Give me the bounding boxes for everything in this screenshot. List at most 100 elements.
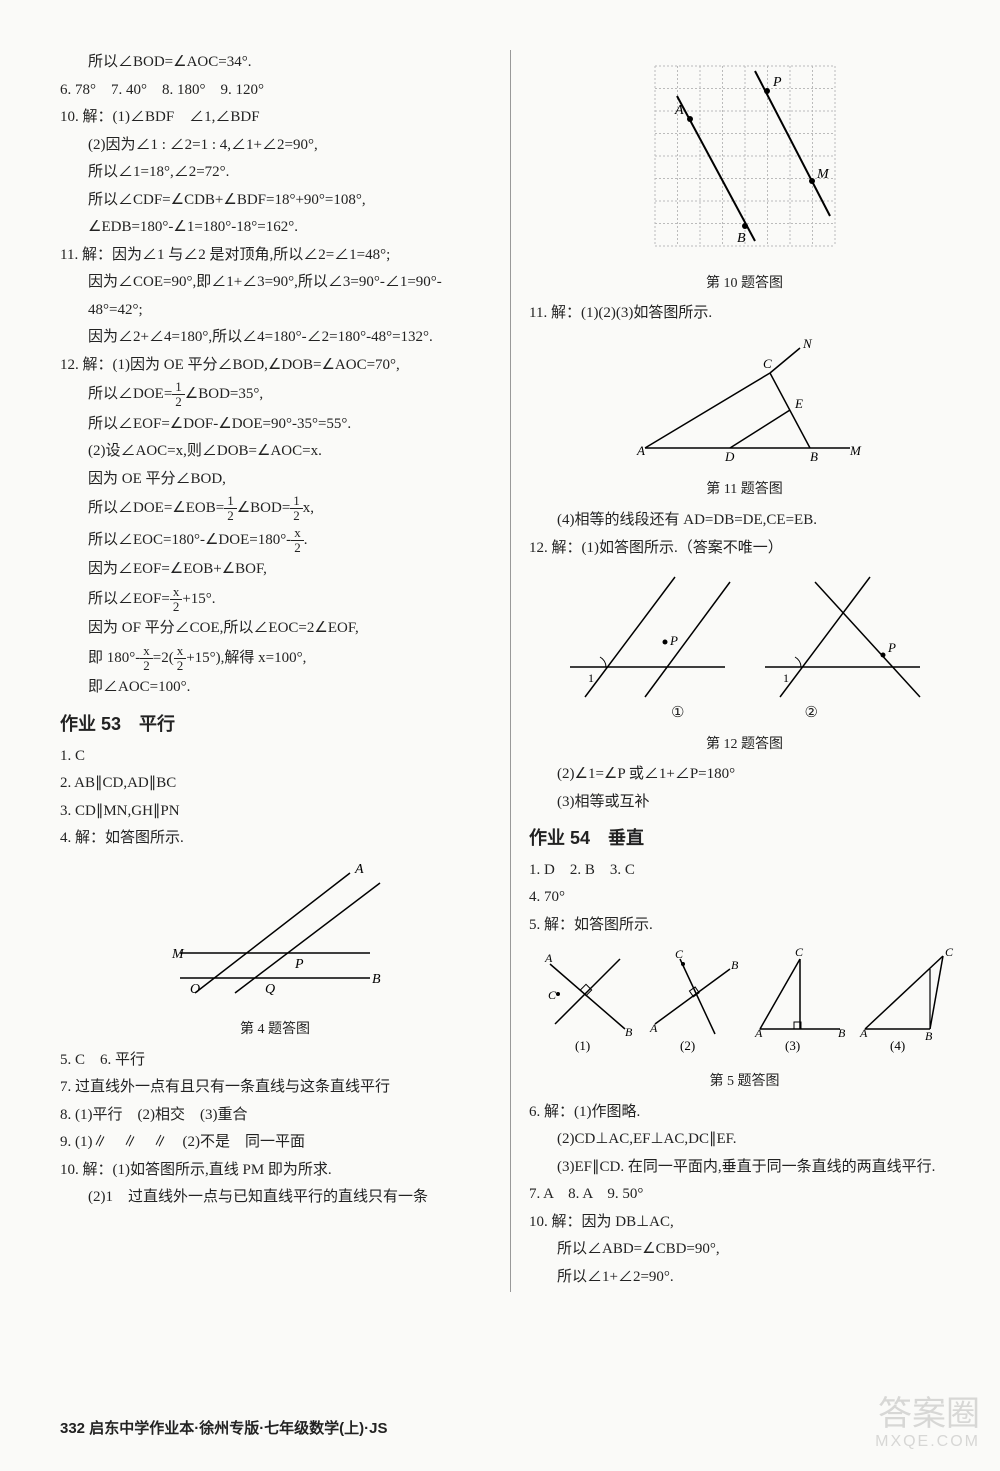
text: 所以∠CDF=∠CDB+∠BDF=18°+90°=108°,: [60, 188, 490, 214]
section-heading-54: 作业 54 垂直: [529, 823, 960, 854]
text: 所以∠DOE=∠EOB=12∠BOD=12x,: [60, 494, 490, 524]
text: 5. 解：如答图所示.: [529, 913, 960, 939]
text: 5. C 6. 平行: [60, 1048, 490, 1074]
text: 10. 解：因为 DB⊥AC,: [529, 1210, 960, 1236]
figure-4-caption: 第 4 题答图: [60, 1018, 490, 1042]
svg-text:B: B: [925, 1029, 933, 1043]
text: 因为 OF 平分∠COE,所以∠EOC=2∠EOF,: [60, 616, 490, 642]
text: 4. 70°: [529, 885, 960, 911]
text: 7. 过直线外一点有且只有一条直线与这条直线平行: [60, 1075, 490, 1101]
text: (2)因为∠1 : ∠2=1 : 4,∠1+∠2=90°,: [60, 133, 490, 159]
figure-5: A C B A B C: [529, 944, 960, 1064]
text: 所以∠1=18°,∠2=72°.: [60, 160, 490, 186]
svg-text:N: N: [802, 336, 813, 351]
figure-12-caption: 第 12 题答图: [529, 733, 960, 757]
svg-text:B: B: [625, 1025, 633, 1039]
text: 8. (1)平行 (2)相交 (3)重合: [60, 1103, 490, 1129]
text: 1. D 2. B 3. C: [529, 858, 960, 884]
label-circ-1: ①: [671, 701, 684, 727]
text: ∠EDB=180°-∠1=180°-18°=162°.: [60, 215, 490, 241]
text: 11. 解：(1)(2)(3)如答图所示.: [529, 301, 960, 327]
text: 因为∠COE=90°,即∠1+∠3=90°,所以∠3=90°-∠1=90°-: [60, 270, 490, 296]
svg-text:A: A: [636, 443, 645, 458]
figure-10: A P B M: [529, 56, 960, 266]
text: 即 180°-x2=2(x2+15°),解得 x=100°,: [60, 644, 490, 674]
svg-text:P: P: [772, 75, 782, 90]
figure-5-caption: 第 5 题答图: [529, 1070, 960, 1094]
svg-text:O: O: [190, 982, 200, 997]
label-circ-2: ②: [805, 701, 818, 727]
text: 因为 OE 平分∠BOD,: [60, 467, 490, 493]
text: 所以∠EOC=180°-∠DOE=180°-x2.: [60, 526, 490, 556]
figure-11: A B C D E M N: [529, 333, 960, 473]
svg-text:E: E: [794, 396, 803, 411]
text: 6. 解：(1)作图略.: [529, 1100, 960, 1126]
svg-text:(2): (2): [680, 1038, 695, 1053]
svg-text:B: B: [372, 972, 381, 987]
text: 所以∠DOE=12∠BOD=35°,: [60, 380, 490, 410]
svg-text:C: C: [945, 945, 954, 959]
svg-text:B: B: [810, 449, 818, 463]
text: (2)设∠AOC=x,则∠DOB=∠AOC=x.: [60, 439, 490, 465]
page-footer: 332 启东中学作业本·徐州专版·七年级数学(上)·JS: [60, 1416, 388, 1442]
text: 2. AB∥CD,AD∥BC: [60, 771, 490, 797]
svg-text:(4): (4): [890, 1038, 905, 1053]
text: (3)相等或互补: [529, 790, 960, 816]
text: 12. 解：(1)因为 OE 平分∠BOD,∠DOB=∠AOC=70°,: [60, 353, 490, 379]
svg-text:C: C: [548, 988, 557, 1002]
left-column: 所以∠BOD=∠AOC=34°. 6. 78° 7. 40° 8. 180° 9…: [60, 50, 490, 1292]
figure-11-caption: 第 11 题答图: [529, 478, 960, 502]
svg-text:A: A: [754, 1026, 763, 1040]
svg-text:B: B: [737, 231, 746, 246]
text: 10. 解：(1)如答图所示,直线 PM 即为所求.: [60, 1158, 490, 1184]
text: (2)CD⊥AC,EF⊥AC,DC∥EF.: [529, 1127, 960, 1153]
svg-text:P: P: [887, 640, 896, 655]
svg-text:A: A: [354, 862, 364, 877]
text: 6. 78° 7. 40° 8. 180° 9. 120°: [60, 78, 490, 104]
text: 所以∠ABD=∠CBD=90°,: [529, 1237, 960, 1263]
text: 12. 解：(1)如答图所示.（答案不唯一）: [529, 536, 960, 562]
svg-text:A: A: [859, 1026, 868, 1040]
right-column: A P B M 第 10 题答图 11. 解：(1)(2)(3)如答图所示. A…: [510, 50, 960, 1292]
watermark: 答案圈 MXQE.COM: [875, 1396, 980, 1451]
svg-text:P: P: [294, 957, 304, 972]
text: 1. C: [60, 744, 490, 770]
svg-text:(1): (1): [575, 1038, 590, 1053]
section-heading-53: 作业 53 平行: [60, 709, 490, 740]
text: (3)EF∥CD. 在同一平面内,垂直于同一条直线的两直线平行.: [529, 1155, 960, 1181]
text: 所以∠EOF=x2+15°.: [60, 585, 490, 615]
text: 7. A 8. A 9. 50°: [529, 1182, 960, 1208]
svg-text:C: C: [675, 947, 684, 961]
svg-text:M: M: [816, 167, 830, 182]
figure-10-caption: 第 10 题答图: [529, 272, 960, 296]
text: 4. 解：如答图所示.: [60, 826, 490, 852]
text: 3. CD∥MN,GH∥PN: [60, 799, 490, 825]
svg-text:D: D: [724, 449, 735, 463]
text: 48°=42°;: [60, 298, 490, 324]
svg-text:1: 1: [783, 671, 789, 685]
figure-4: A B M O P Q: [60, 858, 490, 1013]
svg-text:(3): (3): [785, 1038, 800, 1053]
svg-text:A: A: [649, 1021, 658, 1035]
figure-12: P 1 P 1 ① ②: [529, 567, 960, 727]
text: 9. (1)∥ ∥ ∥ (2)不是 同一平面: [60, 1130, 490, 1156]
svg-text:A: A: [674, 103, 684, 118]
svg-text:C: C: [795, 945, 804, 959]
text: 所以∠1+∠2=90°.: [529, 1265, 960, 1291]
svg-text:1: 1: [588, 671, 594, 685]
svg-text:Q: Q: [265, 982, 275, 997]
svg-text:P: P: [669, 633, 678, 648]
text: 因为∠2+∠4=180°,所以∠4=180°-∠2=180°-48°=132°.: [60, 325, 490, 351]
svg-text:M: M: [171, 947, 185, 962]
text: 11. 解：因为∠1 与∠2 是对顶角,所以∠2=∠1=48°;: [60, 243, 490, 269]
text: (2)∠1=∠P 或∠1+∠P=180°: [529, 762, 960, 788]
text: 所以∠EOF=∠DOF-∠DOE=90°-35°=55°.: [60, 412, 490, 438]
text: (2)1 过直线外一点与已知直线平行的直线只有一条: [60, 1185, 490, 1211]
svg-text:M: M: [849, 443, 862, 458]
text: 即∠AOC=100°.: [60, 675, 490, 701]
svg-text:C: C: [763, 356, 772, 371]
text: 因为∠EOF=∠EOB+∠BOF,: [60, 557, 490, 583]
svg-text:A: A: [544, 951, 553, 965]
svg-text:B: B: [731, 958, 739, 972]
text: 10. 解：(1)∠BDF ∠1,∠BDF: [60, 105, 490, 131]
